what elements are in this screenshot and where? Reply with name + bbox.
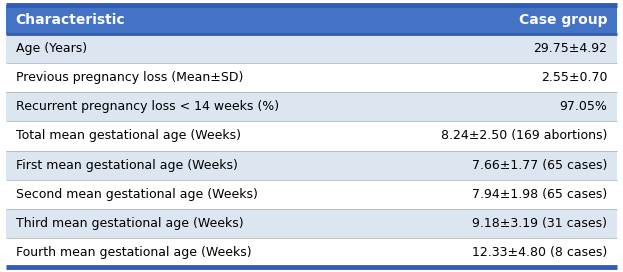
Text: Total mean gestational age (Weeks): Total mean gestational age (Weeks) [16, 129, 240, 143]
Text: 12.33±4.80 (8 cases): 12.33±4.80 (8 cases) [472, 246, 607, 259]
Text: 97.05%: 97.05% [559, 100, 607, 113]
Text: Case group: Case group [519, 13, 607, 27]
Text: 8.24±2.50 (169 abortions): 8.24±2.50 (169 abortions) [441, 129, 607, 143]
Text: Second mean gestational age (Weeks): Second mean gestational age (Weeks) [16, 187, 257, 200]
Text: 2.55±0.70: 2.55±0.70 [541, 72, 607, 85]
Text: 7.66±1.77 (65 cases): 7.66±1.77 (65 cases) [472, 159, 607, 172]
Text: Previous pregnancy loss (Mean±SD): Previous pregnancy loss (Mean±SD) [16, 72, 243, 85]
Text: First mean gestational age (Weeks): First mean gestational age (Weeks) [16, 159, 237, 172]
Text: Fourth mean gestational age (Weeks): Fourth mean gestational age (Weeks) [16, 246, 251, 259]
Text: 29.75±4.92: 29.75±4.92 [533, 42, 607, 55]
Text: 7.94±1.98 (65 cases): 7.94±1.98 (65 cases) [472, 187, 607, 200]
Text: 9.18±3.19 (31 cases): 9.18±3.19 (31 cases) [472, 217, 607, 230]
Text: Age (Years): Age (Years) [16, 42, 87, 55]
Text: Characteristic: Characteristic [16, 13, 125, 27]
Text: Third mean gestational age (Weeks): Third mean gestational age (Weeks) [16, 217, 243, 230]
Text: Recurrent pregnancy loss < 14 weeks (%): Recurrent pregnancy loss < 14 weeks (%) [16, 100, 278, 113]
